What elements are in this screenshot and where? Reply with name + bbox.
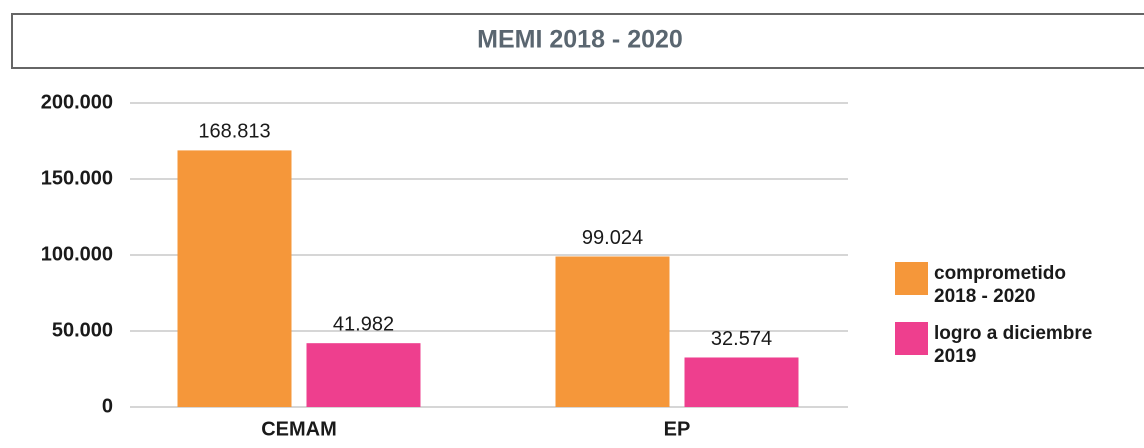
legend-item: logro a diciembre 2019 — [895, 322, 1094, 368]
value-label: 168.813 — [198, 121, 270, 143]
y-tick-label: 100.000 — [41, 243, 113, 265]
title-box — [11, 13, 1144, 69]
bar — [555, 256, 670, 407]
value-label: 32.574 — [711, 328, 772, 350]
legend-swatch — [895, 262, 928, 295]
y-tick-label: 0 — [102, 395, 113, 417]
legend: comprometido 2018 - 2020 logro a diciembr… — [895, 262, 1094, 382]
chart-title: MEMI 2018 - 2020 — [477, 26, 683, 54]
bar — [684, 357, 799, 407]
y-tick-label: 150.000 — [41, 167, 113, 189]
x-tick-label: CEMAM — [261, 418, 337, 440]
y-tick-label: 50.000 — [52, 319, 113, 341]
bar — [306, 343, 421, 407]
x-tick-label: EP — [664, 418, 691, 440]
y-tick-label: 200.000 — [41, 91, 113, 113]
legend-label: comprometido 2018 - 2020 — [934, 263, 1066, 307]
value-label: 99.024 — [582, 227, 643, 249]
value-label: 41.982 — [333, 313, 394, 335]
legend-label: logro a diciembre 2019 — [934, 323, 1093, 367]
bar — [177, 150, 292, 407]
legend-swatch — [895, 322, 928, 355]
legend-item: comprometido 2018 - 2020 — [895, 262, 1094, 308]
